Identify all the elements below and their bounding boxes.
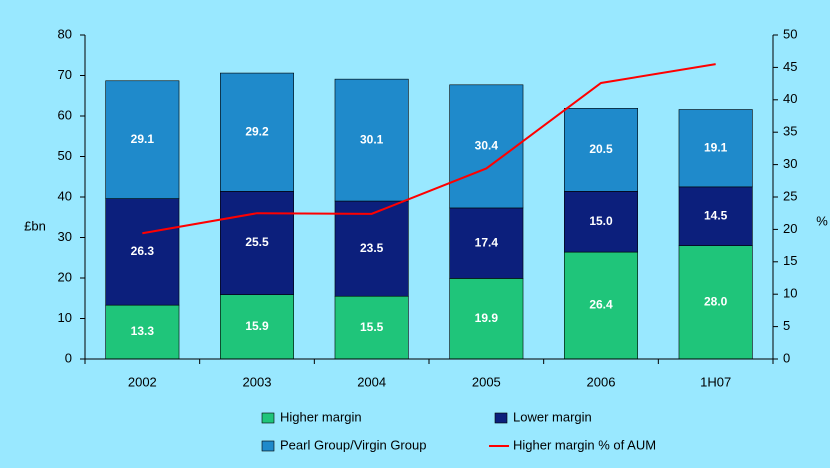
y2-tick-label: 0 xyxy=(783,350,790,365)
bar-segment xyxy=(220,294,294,360)
bar-segment xyxy=(564,191,638,253)
data-label: 25.5 xyxy=(245,235,269,249)
legend-label: Higher margin % of AUM xyxy=(513,437,656,452)
y-tick-label: 80 xyxy=(58,26,72,41)
legend-swatch xyxy=(261,412,275,424)
y2-tick-label: 15 xyxy=(783,253,797,268)
bar-segment xyxy=(449,84,524,209)
y2-tick-label: 40 xyxy=(783,91,797,106)
y-tick-label: 60 xyxy=(58,107,72,122)
data-label: 26.4 xyxy=(589,298,613,312)
legend-label: Lower margin xyxy=(513,409,592,424)
x-tick-label: 2003 xyxy=(243,374,272,389)
y-tick-label: 40 xyxy=(58,188,72,203)
bar-segment xyxy=(105,198,180,306)
data-label: 20.5 xyxy=(589,142,613,156)
bar-segment xyxy=(564,108,638,192)
data-label: 29.1 xyxy=(131,132,155,146)
data-label: 30.4 xyxy=(475,139,499,153)
y-tick-label: 70 xyxy=(58,67,72,82)
x-tick-label: 2004 xyxy=(357,374,386,389)
legend-swatch xyxy=(261,440,275,452)
x-tick-label: 2006 xyxy=(587,374,616,389)
data-label: 15.9 xyxy=(245,319,269,333)
bar-segment xyxy=(334,200,409,297)
data-label: 26.3 xyxy=(131,244,155,258)
y-tick-label: 30 xyxy=(58,229,72,244)
data-label: 19.9 xyxy=(475,311,499,325)
y2-tick-label: 30 xyxy=(783,156,797,171)
data-label: 17.4 xyxy=(475,235,499,249)
data-label: 28.0 xyxy=(704,294,728,308)
data-label: 19.1 xyxy=(704,140,728,154)
bar-segment xyxy=(220,191,294,295)
bar-segment xyxy=(564,251,638,360)
y2-tick-label: 50 xyxy=(783,26,797,41)
legend-label: Pearl Group/Virgin Group xyxy=(280,437,426,452)
x-tick-label: 2005 xyxy=(472,374,501,389)
x-tick-label: 2002 xyxy=(128,374,157,389)
y-tick-label: 10 xyxy=(58,310,72,325)
y2-tick-label: 20 xyxy=(783,221,797,236)
bar-segment xyxy=(334,78,409,202)
legend-label: Higher margin xyxy=(280,409,362,424)
bar-segment xyxy=(334,295,409,360)
data-label: 30.1 xyxy=(360,132,384,146)
data-label: 15.0 xyxy=(589,214,613,228)
x-tick-label: 1H07 xyxy=(700,374,731,389)
bar-segment xyxy=(220,72,294,192)
data-label: 23.5 xyxy=(360,241,384,255)
bar-segment xyxy=(678,109,753,188)
data-label: 13.3 xyxy=(131,324,155,338)
data-label: 29.2 xyxy=(245,124,269,138)
bar-segment xyxy=(678,186,753,246)
legend-swatch xyxy=(494,412,508,424)
y2-tick-label: 45 xyxy=(783,59,797,74)
y-tick-label: 20 xyxy=(58,269,72,284)
y-tick-label: 50 xyxy=(58,148,72,163)
y-axis-label: £bn xyxy=(24,218,46,233)
y2-tick-label: 35 xyxy=(783,124,797,139)
y2-tick-label: 5 xyxy=(783,318,790,333)
bar-segment xyxy=(449,207,524,279)
bar-segment xyxy=(678,245,753,360)
data-label: 14.5 xyxy=(704,208,728,222)
y2-tick-label: 25 xyxy=(783,188,797,203)
line-series xyxy=(142,63,716,235)
data-label: 15.5 xyxy=(360,320,384,334)
bar-segment xyxy=(449,278,524,360)
bar-segment xyxy=(105,304,180,360)
y2-axis-label: % xyxy=(816,213,828,228)
bar-segment xyxy=(105,80,180,199)
y2-tick-label: 10 xyxy=(783,286,797,301)
y-tick-label: 0 xyxy=(65,350,72,365)
